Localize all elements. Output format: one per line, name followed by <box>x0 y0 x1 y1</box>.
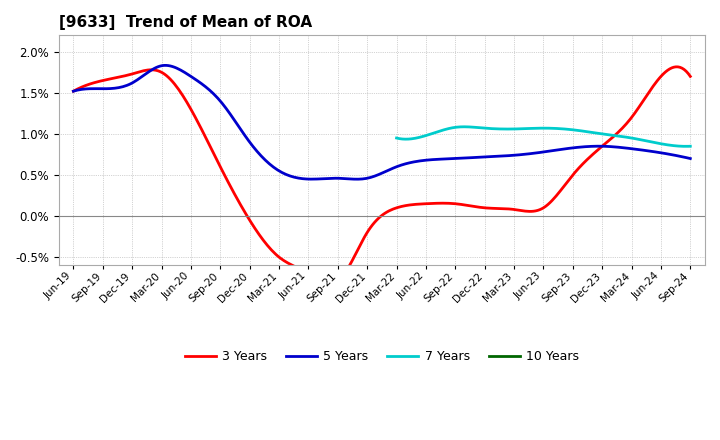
5 Years <box>632 147 641 152</box>
Text: [9633]  Trend of Mean of ROA: [9633] Trend of Mean of ROA <box>59 15 312 30</box>
7 Years <box>660 142 668 147</box>
3 Years <box>686 74 695 79</box>
Line: 7 Years: 7 Years <box>397 127 690 147</box>
7 Years <box>568 127 577 132</box>
3 Years <box>672 64 680 70</box>
7 Years <box>641 138 649 143</box>
3 Years <box>69 88 78 94</box>
7 Years <box>393 136 402 141</box>
5 Years <box>686 156 695 161</box>
3 Years <box>325 282 333 287</box>
3 Years <box>630 111 639 116</box>
7 Years <box>573 128 582 133</box>
3 Years <box>449 201 457 206</box>
Line: 3 Years: 3 Years <box>73 67 690 285</box>
Line: 5 Years: 5 Years <box>73 66 690 179</box>
5 Years <box>593 143 602 149</box>
5 Years <box>438 157 447 162</box>
7 Years <box>686 143 695 149</box>
7 Years <box>460 124 469 129</box>
3 Years <box>438 201 447 206</box>
5 Years <box>162 63 171 68</box>
3 Years <box>591 150 600 155</box>
5 Years <box>352 176 361 182</box>
7 Years <box>567 127 576 132</box>
5 Years <box>71 88 80 93</box>
5 Years <box>69 88 78 94</box>
7 Years <box>392 136 401 141</box>
3 Years <box>71 88 80 93</box>
5 Years <box>441 156 449 161</box>
3 Years <box>436 201 445 206</box>
5 Years <box>451 156 459 161</box>
Legend: 3 Years, 5 Years, 7 Years, 10 Years: 3 Years, 5 Years, 7 Years, 10 Years <box>179 345 584 368</box>
7 Years <box>681 144 690 149</box>
